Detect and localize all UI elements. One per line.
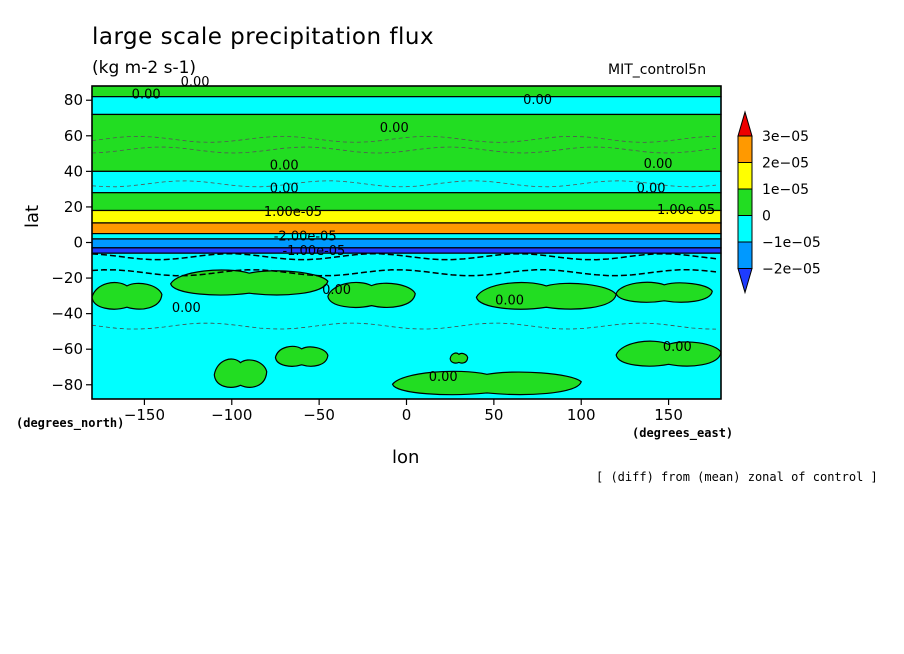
contour-label-12: 0.00: [322, 283, 351, 298]
x-axis-units: (degrees_east): [632, 426, 734, 440]
contour-label-5: 0.00: [644, 157, 673, 172]
heatmap-band-3: [91, 170, 722, 194]
colorbar-box-4: [737, 241, 753, 269]
colorbar-box-1: [737, 162, 753, 190]
colorbar-bottom-arrow: [737, 268, 753, 295]
colorbar-label-1: 2e−05: [762, 156, 809, 172]
heatmap-band-9: [91, 247, 722, 254]
heatmap-region-6: [274, 345, 329, 367]
y-tick-label-3: −20: [51, 269, 83, 287]
x-tick-label-1: −100: [211, 406, 252, 424]
heatmap-band-8: [91, 238, 722, 249]
y-axis-units: (degrees_north): [16, 416, 125, 430]
contour-label-15: 0.00: [663, 340, 692, 355]
heatmap-band-7: [91, 233, 722, 240]
heatmap-band-6: [91, 222, 722, 235]
x-tick-label-6: 150: [654, 406, 683, 424]
colorbar-label-5: −2e−05: [762, 262, 821, 278]
contour-label-1: 0.00: [181, 75, 210, 90]
y-tick-label-8: 80: [64, 91, 83, 109]
contour-label-7: 0.00: [637, 182, 666, 197]
y-tick-label-6: 40: [64, 162, 83, 180]
x-tick-label-0: −150: [124, 406, 165, 424]
heatmap-region-8: [449, 352, 469, 364]
y-tick-label-1: −60: [51, 340, 83, 358]
x-tick-label-3: 0: [402, 406, 412, 424]
heatmap-band-1: [91, 96, 722, 116]
heatmap-region-1: [169, 269, 329, 296]
contour-label-2: 0.00: [380, 121, 409, 136]
contour-label-8: 1.00e-05: [264, 205, 322, 220]
x-axis-label: lon: [392, 447, 420, 468]
heatmap-region-5: [213, 358, 268, 388]
colorbar-label-4: −1e−05: [762, 235, 821, 251]
colorbar-label-0: 3e−05: [762, 129, 809, 145]
x-tick-label-5: 100: [567, 406, 596, 424]
contour-label-16: 0.00: [429, 370, 458, 385]
contour-label-3: 0.00: [523, 93, 552, 108]
x-tick-label-2: −50: [303, 406, 335, 424]
y-tick-label-5: 20: [64, 198, 83, 216]
contour-label-0: 0.00: [132, 87, 161, 102]
contour-line-0: [91, 269, 717, 277]
colorbar-box-2: [737, 188, 753, 216]
contour-label-14: 0.00: [172, 301, 201, 316]
y-tick-label-0: −80: [51, 376, 83, 394]
heatmap-band-5: [91, 209, 722, 224]
heatmap-band-10: [91, 252, 722, 400]
heatmap-region-2: [327, 281, 416, 308]
contour-line-1: [91, 253, 717, 261]
y-tick-label-7: 60: [64, 127, 83, 145]
contour-label-4: 0.00: [270, 159, 299, 174]
heatmap-region-4: [615, 281, 713, 303]
contour-label-10: -2.00e-05: [274, 230, 337, 245]
chart-units: (kg m-2 s-1): [92, 58, 197, 78]
heatmap-region-0: [91, 282, 163, 310]
contour-label-9: 1.00e-05: [657, 203, 715, 218]
heatmap-region-7: [391, 370, 582, 396]
colorbar-top-arrow: [737, 110, 753, 137]
y-tick-label-2: −40: [51, 305, 83, 323]
heatmap-band-4: [91, 192, 722, 212]
colorbar-box-3: [737, 215, 753, 243]
diff-note: [ (diff) from (mean) zonal of control ]: [596, 470, 878, 484]
colorbar-label-2: 1e−05: [762, 182, 809, 198]
x-tick-label-4: 50: [484, 406, 503, 424]
chart-title: large scale precipitation flux: [92, 24, 435, 50]
contour-label-13: 0.00: [495, 294, 524, 309]
colorbar-box-0: [737, 135, 753, 163]
colorbar-label-3: 0: [762, 209, 771, 225]
y-tick-label-4: 0: [73, 234, 83, 252]
run-label: MIT_control5n: [608, 62, 707, 78]
contour-label-6: 0.00: [270, 182, 299, 197]
contour-label-11: -1.00e-05: [282, 244, 345, 259]
